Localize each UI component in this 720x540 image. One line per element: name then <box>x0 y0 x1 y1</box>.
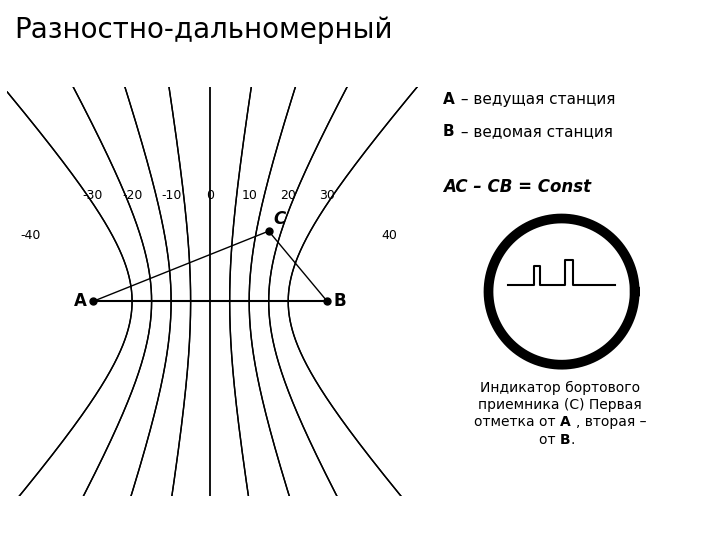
Text: -10: -10 <box>161 189 181 202</box>
Text: C: C <box>274 210 286 228</box>
Text: от: от <box>539 433 560 447</box>
Text: – ведомая станция: – ведомая станция <box>456 124 613 139</box>
Text: -30: -30 <box>83 189 103 202</box>
Text: 10: 10 <box>241 189 257 202</box>
Text: отметка от: отметка от <box>474 415 560 429</box>
Text: A: A <box>443 92 454 107</box>
Text: A: A <box>560 415 571 429</box>
Text: 40: 40 <box>382 228 397 241</box>
Text: A: A <box>74 292 87 310</box>
Text: .: . <box>571 433 575 447</box>
Text: 0: 0 <box>206 189 214 202</box>
Text: B: B <box>333 292 346 310</box>
Text: -20: -20 <box>122 189 143 202</box>
Text: 20: 20 <box>280 189 296 202</box>
Text: 30: 30 <box>319 189 336 202</box>
Text: Разностно-дальномерный: Разностно-дальномерный <box>14 16 393 44</box>
Text: AC – CB = Const: AC – CB = Const <box>443 178 591 196</box>
Text: -40: -40 <box>20 228 41 241</box>
Text: B: B <box>443 124 454 139</box>
Text: – ведущая станция: – ведущая станция <box>456 92 615 107</box>
Text: Индикатор бортового: Индикатор бортового <box>480 381 640 395</box>
Text: , вторая –: , вторая – <box>576 415 647 429</box>
Text: B: B <box>560 433 571 447</box>
Text: приемника (C) Первая: приемника (C) Первая <box>478 398 642 412</box>
